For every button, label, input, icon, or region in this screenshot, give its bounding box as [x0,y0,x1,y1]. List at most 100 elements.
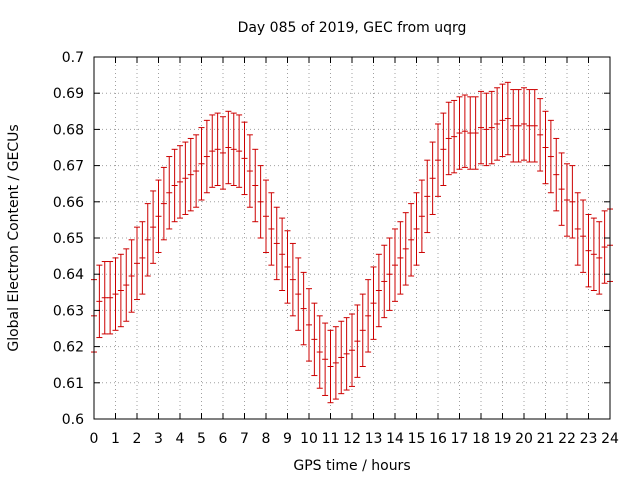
error-bar-point [494,87,501,161]
error-bar-point [569,165,576,239]
error-bar-point [440,112,447,187]
error-bar-point [590,217,597,291]
error-bar-point [300,271,307,346]
error-bar-point [306,288,312,362]
error-bar-point [327,329,334,404]
x-tick-label: 2 [133,431,142,447]
x-tick-label: 17 [451,431,469,447]
axis-ticks: 0 1 2 3 4 5 6 7 8 9 10 11 12 13 14 15 16 17 18 19 20 21 22 23 24… [53,50,619,447]
error-bar-point [343,317,350,391]
chart-title: Day 085 of 2019, GEC from uqrg [238,20,467,36]
y-axis-label: Global Electron Content / GECUs [6,124,22,351]
error-bar-point [155,179,162,253]
error-bar-point [268,192,275,266]
error-bar-point [531,89,538,163]
error-bar-point [429,141,436,215]
error-bar-point [547,119,554,194]
error-bar-point [182,141,189,215]
error-bar-point [134,226,140,301]
error-bar-point [101,261,108,335]
error-bar-point [499,83,506,158]
error-bar-point [338,320,345,395]
error-bar-point [225,110,232,185]
x-tick-label: 5 [197,431,206,447]
error-bar-point [284,230,291,304]
error-bar-point [257,165,264,239]
y-tick-label: 0.66 [53,195,84,211]
error-bar-point [461,94,468,168]
y-tick-label: 0.68 [53,122,84,138]
x-tick-label: 23 [580,431,598,447]
error-bar-point [230,112,237,187]
y-tick-label: 0.7 [62,50,84,66]
error-bar-point [246,134,253,208]
x-tick-label: 8 [262,431,271,447]
error-bar-point [488,90,495,165]
error-bar-point [574,192,581,266]
error-bar-point [580,199,587,273]
error-bar-point [397,221,404,295]
error-bar-point [585,213,592,288]
error-bar-point [160,166,167,241]
error-bar-point [413,192,420,266]
x-tick-label: 19 [494,431,512,447]
y-tick-label: 0.63 [53,303,84,319]
x-tick-label: 10 [300,431,318,447]
error-bar-point [510,89,517,163]
error-bar-point [166,156,173,230]
error-bar-point [354,304,361,378]
x-tick-label: 0 [90,431,99,447]
x-tick-label: 13 [365,431,383,447]
error-bar-point [537,98,544,172]
error-bar-point [322,322,329,396]
error-bar-point [553,137,560,212]
error-bar-point [349,313,355,387]
error-bar-point [526,89,533,163]
error-bar-point [187,137,194,212]
y-tick-label: 0.62 [53,340,84,356]
error-bar-point [112,257,119,331]
error-bar-point [424,159,431,234]
error-bar-point [370,266,377,340]
error-bar-point [295,257,302,331]
error-bar-point [263,179,269,253]
error-bar-point [386,237,393,311]
error-bar-point [332,326,339,400]
error-bar-point [139,221,146,295]
error-bar-point [198,127,205,201]
error-bar-point [402,212,409,286]
x-tick-label: 6 [219,431,228,447]
y-tick-label: 0.69 [53,86,84,102]
error-bar-point [128,239,135,313]
x-tick-label: 1 [111,431,120,447]
error-bar-point [171,148,178,223]
y-tick-label: 0.6 [62,412,84,428]
x-tick-label: 9 [283,431,292,447]
x-tick-label: 11 [322,431,340,447]
error-bar-point [483,92,490,167]
x-tick-label: 4 [176,431,185,447]
y-tick-label: 0.64 [53,267,84,283]
error-bar-point [596,221,603,295]
error-bar-point [241,121,248,196]
y-tick-label: 0.65 [53,231,84,247]
error-bar-point [467,96,474,170]
y-tick-label: 0.61 [53,376,84,392]
error-bar-point [316,315,323,389]
error-bar-point [203,119,210,194]
error-bar-point [107,261,114,335]
error-bar-point [472,96,479,170]
error-bar-point [564,163,570,237]
error-bar-point [392,228,398,302]
x-axis-label: GPS time / hours [293,458,410,474]
x-tick-label: 24 [601,431,619,447]
error-bar-point [123,248,130,322]
error-bar-point [451,99,458,174]
error-bar-point [601,210,608,284]
error-bar-point [311,302,318,377]
x-tick-label: 16 [429,431,447,447]
error-bar-point [252,148,259,223]
error-bar-point [279,217,286,291]
error-bar-point [504,81,511,156]
